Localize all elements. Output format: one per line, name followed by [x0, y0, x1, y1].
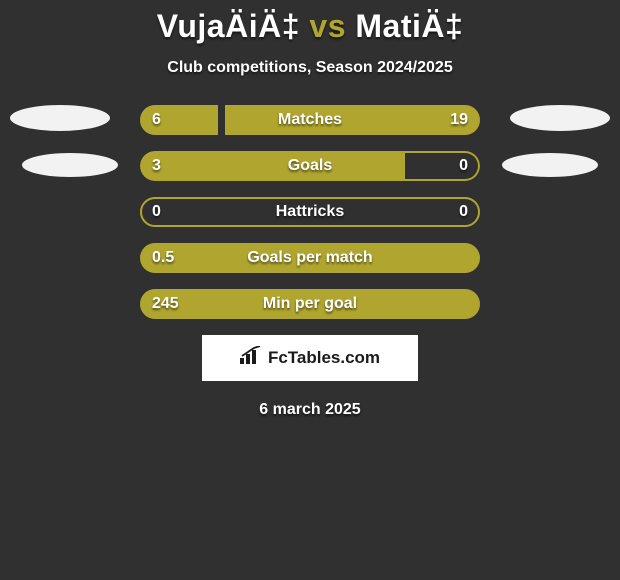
- stat-row: Goals per match0.5: [0, 243, 620, 273]
- stat-row: Hattricks00: [0, 197, 620, 227]
- brand-box[interactable]: FcTables.com: [202, 335, 418, 381]
- page-title: VujaÄiÄ‡ vs MatiÄ‡: [0, 8, 620, 45]
- stat-bar-right: [405, 151, 480, 181]
- player1-name: VujaÄiÄ‡: [157, 8, 300, 44]
- stat-bar-track: [140, 151, 480, 181]
- player2-name: MatiÄ‡: [355, 8, 463, 44]
- subtitle: Club competitions, Season 2024/2025: [0, 59, 620, 77]
- comparison-date: 6 march 2025: [0, 401, 620, 419]
- stat-bar-track: [140, 105, 480, 135]
- stat-value-left: 3: [152, 151, 161, 181]
- bar-chart-icon: [240, 346, 262, 371]
- stat-value-right: 19: [450, 105, 468, 135]
- stat-value-left: 245: [152, 289, 179, 319]
- stat-row: Min per goal245: [0, 289, 620, 319]
- stat-value-right: 0: [459, 197, 468, 227]
- stat-bar-track: [140, 243, 480, 273]
- stat-value-left: 0.5: [152, 243, 174, 273]
- stat-bar-track: [140, 289, 480, 319]
- stat-row: Matches619: [0, 105, 620, 135]
- stat-bar-left: [140, 151, 405, 181]
- stat-row: Goals30: [0, 151, 620, 181]
- stat-value-left: 6: [152, 105, 161, 135]
- vs-label: vs: [309, 8, 346, 44]
- stat-value-left: 0: [152, 197, 161, 227]
- stat-bar-right: [225, 105, 480, 135]
- stat-bar-track: [140, 197, 480, 227]
- brand-text: FcTables.com: [268, 348, 380, 368]
- stats-block: Matches619Goals30Hattricks00Goals per ma…: [0, 105, 620, 319]
- comparison-card: VujaÄiÄ‡ vs MatiÄ‡ Club competitions, Se…: [0, 0, 620, 580]
- stat-value-right: 0: [459, 151, 468, 181]
- brand-inner: FcTables.com: [240, 346, 380, 371]
